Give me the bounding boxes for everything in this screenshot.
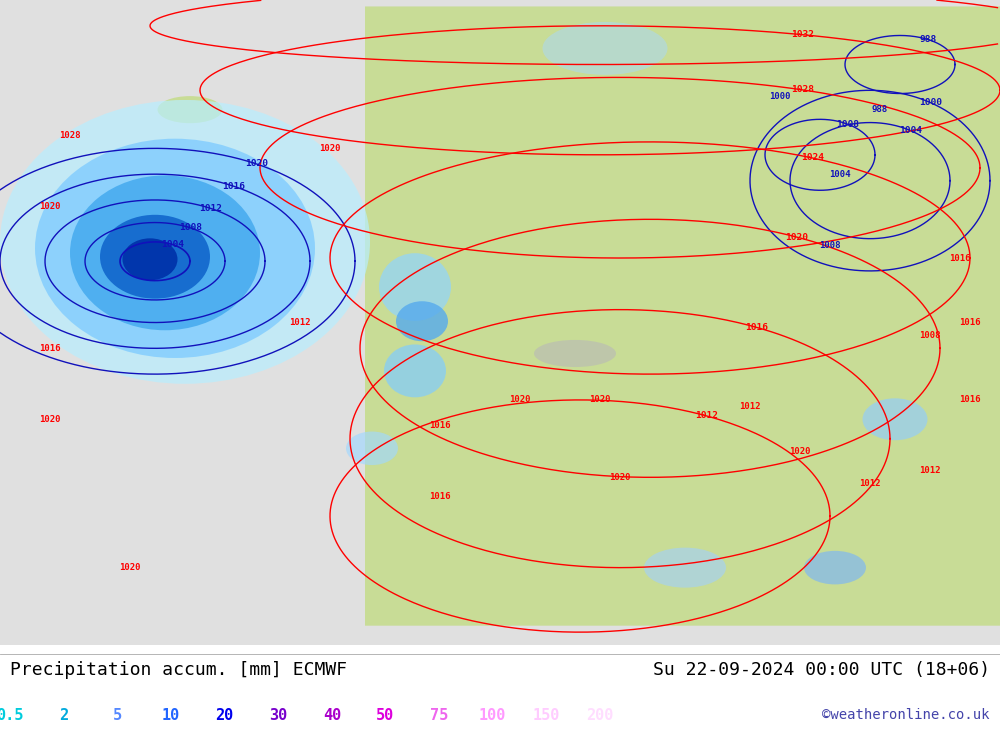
Text: 5: 5 xyxy=(113,708,122,723)
Text: 1012: 1012 xyxy=(859,479,881,488)
Ellipse shape xyxy=(396,301,448,342)
Text: 1016: 1016 xyxy=(959,318,981,327)
Text: 100: 100 xyxy=(479,708,506,723)
Text: 1012: 1012 xyxy=(289,318,311,327)
Text: 40: 40 xyxy=(323,708,341,723)
Ellipse shape xyxy=(862,398,928,441)
Text: 1016: 1016 xyxy=(745,323,768,332)
Text: 1016: 1016 xyxy=(429,492,451,501)
Text: 20: 20 xyxy=(215,708,234,723)
Bar xyxy=(0,0,365,645)
Ellipse shape xyxy=(100,215,210,298)
Text: 1020: 1020 xyxy=(785,232,808,242)
Text: 1016: 1016 xyxy=(222,182,245,191)
Ellipse shape xyxy=(365,211,391,247)
Text: 1020: 1020 xyxy=(509,395,531,405)
Ellipse shape xyxy=(644,548,726,588)
Text: 988: 988 xyxy=(872,105,888,114)
Text: 1032: 1032 xyxy=(791,30,814,39)
Ellipse shape xyxy=(542,22,668,75)
Text: 1000: 1000 xyxy=(769,92,791,101)
Text: 1012: 1012 xyxy=(695,411,718,421)
Text: 1004: 1004 xyxy=(899,126,922,135)
Text: 75: 75 xyxy=(430,708,448,723)
Text: 50: 50 xyxy=(376,708,395,723)
Text: 1024: 1024 xyxy=(801,153,824,163)
Text: 1020: 1020 xyxy=(245,160,268,169)
Text: 1016: 1016 xyxy=(959,395,981,405)
Text: 1008: 1008 xyxy=(919,331,941,340)
Text: 1028: 1028 xyxy=(791,85,814,95)
Ellipse shape xyxy=(122,238,178,280)
Text: 1028: 1028 xyxy=(59,131,81,140)
Ellipse shape xyxy=(158,96,222,123)
Text: 150: 150 xyxy=(533,708,560,723)
Text: 1016: 1016 xyxy=(429,421,451,430)
Text: 200: 200 xyxy=(586,708,614,723)
Text: 1020: 1020 xyxy=(319,144,341,153)
Text: Precipitation accum. [mm] ECMWF: Precipitation accum. [mm] ECMWF xyxy=(10,660,347,679)
Text: 1012: 1012 xyxy=(199,204,222,213)
Text: 1020: 1020 xyxy=(119,563,141,572)
Text: 1020: 1020 xyxy=(789,447,811,456)
Text: 1012: 1012 xyxy=(739,402,761,411)
FancyBboxPatch shape xyxy=(330,7,1000,626)
Text: 30: 30 xyxy=(269,708,287,723)
Ellipse shape xyxy=(70,175,260,331)
Ellipse shape xyxy=(534,340,616,367)
Text: 1020: 1020 xyxy=(39,202,61,211)
Text: 1004: 1004 xyxy=(829,169,851,179)
Ellipse shape xyxy=(379,253,451,321)
Text: Su 22-09-2024 00:00 UTC (18+06): Su 22-09-2024 00:00 UTC (18+06) xyxy=(653,660,990,679)
Text: 1016: 1016 xyxy=(39,344,61,353)
Ellipse shape xyxy=(35,139,315,358)
Text: 1000: 1000 xyxy=(919,98,942,107)
Text: 1004: 1004 xyxy=(161,240,184,249)
Text: 10: 10 xyxy=(162,708,180,723)
Ellipse shape xyxy=(490,13,710,142)
Text: 1008: 1008 xyxy=(836,119,859,129)
Text: 1008: 1008 xyxy=(819,240,841,250)
Ellipse shape xyxy=(0,100,370,384)
Text: 2: 2 xyxy=(59,708,68,723)
Ellipse shape xyxy=(384,345,446,397)
Ellipse shape xyxy=(804,551,866,584)
Text: 1012: 1012 xyxy=(919,466,941,476)
Text: ©weatheronline.co.uk: ©weatheronline.co.uk xyxy=(822,708,990,723)
Text: 1016: 1016 xyxy=(949,254,971,262)
Text: 988: 988 xyxy=(919,35,936,44)
Text: 0.5: 0.5 xyxy=(0,708,24,723)
Ellipse shape xyxy=(377,213,423,271)
Text: 1020: 1020 xyxy=(609,473,631,482)
Text: 1020: 1020 xyxy=(589,395,611,405)
Text: 1020: 1020 xyxy=(39,415,61,424)
Ellipse shape xyxy=(346,432,398,465)
Text: 1008: 1008 xyxy=(179,224,202,232)
